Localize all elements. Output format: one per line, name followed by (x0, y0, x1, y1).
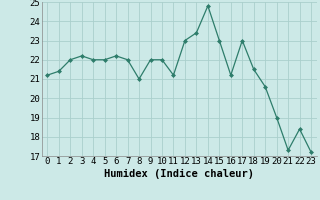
X-axis label: Humidex (Indice chaleur): Humidex (Indice chaleur) (104, 169, 254, 179)
